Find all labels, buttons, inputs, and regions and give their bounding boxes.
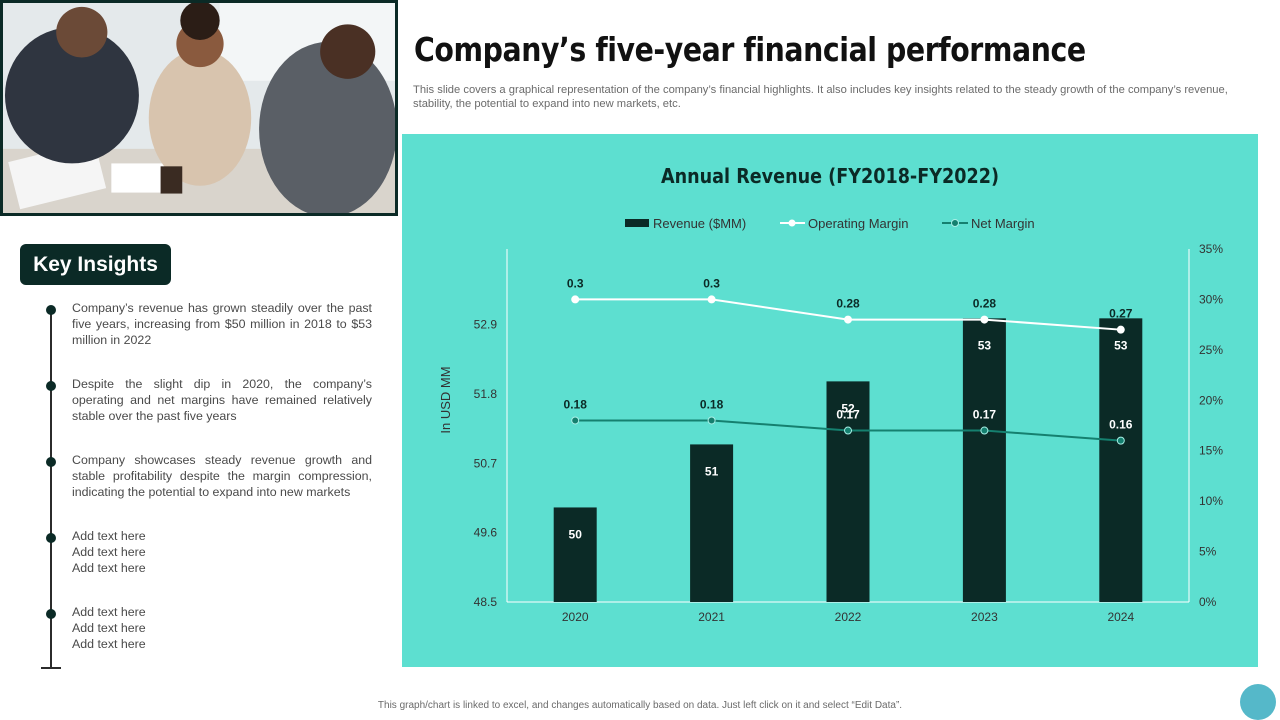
revenue-bar — [553, 507, 597, 602]
team-photo-illustration — [3, 3, 395, 213]
insight-text: Add text here Add text here Add text her… — [72, 529, 146, 575]
margin-data-label: 0.3 — [567, 276, 584, 290]
series-point-1 — [571, 295, 580, 304]
x-tick-label: 2020 — [562, 610, 589, 624]
y-axis-title: In USD MM — [438, 366, 453, 433]
margin-data-label: 0.16 — [1109, 418, 1133, 432]
insight-text: Company showcases steady revenue growth … — [72, 453, 372, 499]
bullet-dot-icon — [46, 305, 56, 315]
y-tick-label: 50.7 — [474, 456, 498, 470]
series-point-1 — [844, 315, 852, 324]
page-title: Company’s five-year financial performanc… — [414, 30, 1086, 69]
y-tick-label: 49.6 — [474, 526, 498, 540]
page-subtitle: This slide covers a graphical representa… — [413, 84, 1228, 110]
series-point-2 — [707, 416, 716, 425]
x-tick-label: 2023 — [971, 610, 998, 624]
bullet-dot-icon — [46, 609, 56, 619]
bullet-dot-icon — [46, 533, 56, 543]
margin-data-label: 0.18 — [700, 397, 724, 411]
margin-data-label: 0.28 — [973, 297, 997, 311]
footer-note: This graph/chart is linked to excel, and… — [377, 700, 903, 711]
series-point-1 — [1116, 325, 1125, 334]
x-tick-label: 2024 — [1107, 610, 1134, 624]
legend-label: Net Margin — [971, 216, 1035, 231]
insight-text: Company’s revenue has grown steadily ove… — [72, 301, 372, 347]
timeline-end — [41, 667, 61, 669]
series-point-2 — [1116, 436, 1125, 445]
y2-tick-label: 30% — [1199, 292, 1223, 306]
corner-decoration — [1240, 684, 1276, 720]
chart-title: Annual Revenue (FY2018-FY2022) — [661, 166, 999, 188]
y2-tick-label: 25% — [1199, 343, 1223, 357]
margin-data-label: 0.28 — [836, 297, 860, 311]
margin-data-label: 0.18 — [564, 397, 588, 411]
x-tick-label: 2021 — [698, 610, 725, 624]
revenue-bar — [826, 381, 870, 602]
revenue-data-label: 53 — [1114, 338, 1128, 352]
y2-tick-label: 35% — [1199, 242, 1223, 256]
revenue-bar — [1099, 318, 1143, 602]
y2-tick-label: 5% — [1199, 545, 1217, 559]
margin-data-label: 0.17 — [836, 408, 860, 422]
margin-data-label: 0.17 — [973, 408, 997, 422]
insight-text: Add text here Add text here Add text her… — [72, 605, 146, 651]
legend-marker-operating-margin — [788, 219, 796, 227]
y2-tick-label: 0% — [1199, 595, 1217, 609]
key-insights-heading: Key Insights — [20, 244, 171, 285]
y2-tick-label: 15% — [1199, 444, 1223, 458]
revenue-bar — [690, 444, 734, 602]
revenue-data-label: 53 — [978, 338, 992, 352]
x-tick-label: 2022 — [835, 610, 862, 624]
bullet-dot-icon — [46, 457, 56, 467]
revenue-data-label: 50 — [569, 527, 583, 541]
y-tick-label: 48.5 — [474, 595, 498, 609]
team-photo — [0, 0, 398, 216]
timeline-line — [50, 310, 52, 668]
legend-marker-net-margin — [951, 219, 959, 227]
revenue-data-label: 51 — [705, 464, 719, 478]
revenue-bar — [962, 318, 1006, 602]
revenue-margin-chart[interactable]: Annual Revenue (FY2018-FY2022) 48.5 49.6 5… — [402, 134, 1258, 667]
bullet-dot-icon — [46, 381, 56, 391]
chart-panel: Annual Revenue (FY2018-FY2022) 48.5 49.6 5… — [402, 134, 1258, 667]
legend-swatch-revenue — [625, 219, 649, 227]
y2-tick-label: 10% — [1199, 494, 1223, 508]
revenue-data-label: 52 — [841, 401, 855, 415]
y2-tick-label: 20% — [1199, 393, 1223, 407]
series-point-2 — [571, 416, 580, 425]
y-tick-label: 51.8 — [474, 387, 498, 401]
series-point-1 — [707, 295, 716, 304]
series-point-2 — [844, 426, 852, 435]
legend-label: Revenue ($MM) — [653, 216, 746, 231]
insight-text: Despite the slight dip in 2020, the comp… — [72, 377, 372, 423]
legend-label: Operating Margin — [808, 216, 908, 231]
margin-data-label: 0.3 — [703, 276, 720, 290]
margin-data-label: 0.27 — [1109, 307, 1133, 321]
series-point-2 — [980, 426, 989, 435]
y-tick-label: 52.9 — [474, 318, 498, 332]
series-point-1 — [980, 315, 989, 324]
